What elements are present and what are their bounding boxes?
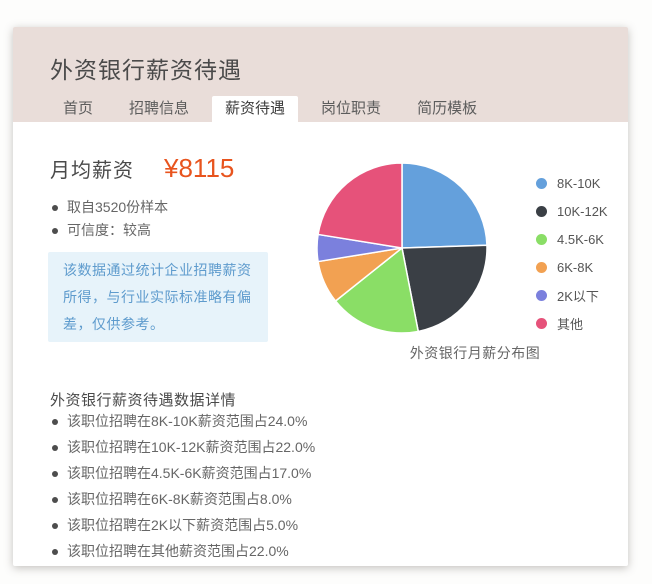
salary-card: 外资银行薪资待遇 首页 招聘信息 薪资待遇 岗位职责 简历模板 月均薪资 ¥81… [13,27,628,566]
legend-item[interactable]: 10K-12K [536,197,608,225]
pie-slice-10K-12K[interactable] [401,244,488,333]
legend-label: 2K以下 [557,288,599,304]
legend-item[interactable]: 2K以下 [536,281,608,309]
detail-item: 该职位招聘在2K以下薪资范围占5.0% [50,518,315,533]
legend-label: 4.5K-6K [557,231,604,247]
pie-slice-8K-10K[interactable] [401,162,488,249]
legend-label: 6K-8K [557,259,594,275]
page-title: 外资银行薪资待遇 [50,57,242,83]
detail-item: 该职位招聘在10K-12K薪资范围占22.0% [50,440,315,455]
detail-item: 该职位招聘在4.5K-6K薪资范围占17.0% [50,466,315,481]
legend-dot [536,261,547,273]
details-list: 该职位招聘在8K-10K薪资范围占24.0% 该职位招聘在10K-12K薪资范围… [50,414,315,570]
avg-salary-label: 月均薪资 [50,160,134,182]
legend-dot [536,205,547,217]
details-title: 外资银行薪资待遇数据详情 [50,392,237,409]
tab-bar: 首页 招聘信息 薪资待遇 岗位职责 简历模板 [50,96,500,122]
detail-item: 该职位招聘在其他薪资范围占22.0% [50,544,315,559]
detail-item: 该职位招聘在8K-10K薪资范围占24.0% [50,414,315,429]
card-header: 外资银行薪资待遇 首页 招聘信息 薪资待遇 岗位职责 简历模板 [13,27,628,122]
legend-label: 8K-10K [557,175,601,191]
chart-legend: 8K-10K 10K-12K 4.5K-6K 6K-8K 2K以下 其他 [536,169,608,337]
legend-item[interactable]: 其他 [536,309,608,337]
legend-dot [536,317,547,329]
tab-duties[interactable]: 岗位职责 [321,100,382,117]
salary-summary: 月均薪资 ¥8115 [50,153,234,184]
pie-chart [312,158,492,338]
legend-dot [536,233,547,245]
legend-label: 10K-12K [557,203,608,219]
legend-item[interactable]: 4.5K-6K [536,225,608,253]
legend-item[interactable]: 8K-10K [536,169,608,197]
legend-dot [536,289,547,301]
notice-box: 该数据通过统计企业招聘薪资所得，与行业实际标准略有偏差，仅供参考。 [48,252,268,342]
fact-confidence: 可信度：较高 [50,223,168,238]
fact-list: 取自3520份样本 可信度：较高 [50,200,168,246]
tab-resume-template[interactable]: 简历模板 [417,100,478,117]
pie-slice-其他[interactable] [317,162,403,249]
fact-sample-size: 取自3520份样本 [50,200,168,215]
legend-label: 其他 [557,316,584,332]
pie-chart-caption: 外资银行月薪分布图 [409,345,541,361]
legend-dot [536,177,547,189]
avg-salary-value: ¥8115 [164,153,235,183]
tab-home[interactable]: 首页 [63,100,94,117]
detail-item: 该职位招聘在6K-8K薪资范围占8.0% [50,492,315,507]
pie-chart-svg [316,162,488,334]
legend-item[interactable]: 6K-8K [536,253,608,281]
tab-salary[interactable]: 薪资待遇 [212,96,299,122]
pie-slice-4.5K-6K[interactable] [334,247,419,334]
tab-job-info[interactable]: 招聘信息 [129,100,190,117]
